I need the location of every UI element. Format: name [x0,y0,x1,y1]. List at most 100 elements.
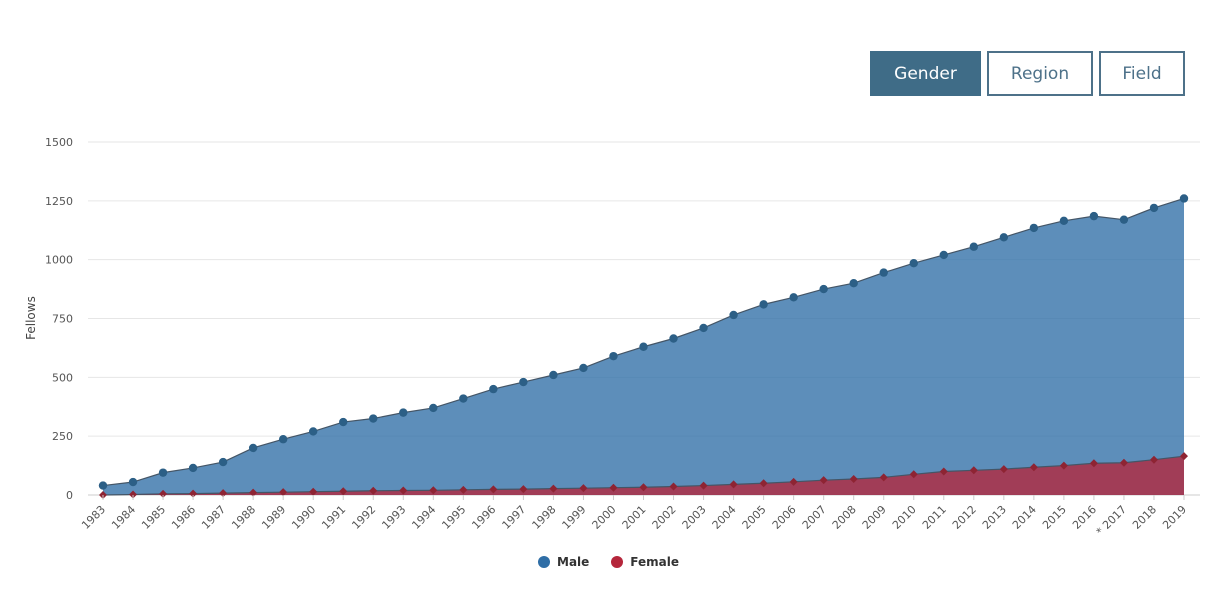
point-male[interactable] [789,293,798,302]
point-female[interactable] [939,467,948,476]
gender-button[interactable]: Gender [870,51,981,96]
point-female[interactable] [159,489,168,498]
point-female[interactable] [399,486,408,495]
point-male[interactable] [669,334,678,343]
point-male[interactable] [248,443,258,453]
point-female[interactable] [639,483,648,492]
legend-item-male[interactable]: Male [538,555,589,569]
y-tick-label: 1250 [45,195,73,208]
x-tick-label: 1989 [259,503,288,532]
point-female[interactable] [369,486,378,495]
point-female[interactable] [609,483,618,492]
point-female[interactable] [1059,461,1068,470]
point-female[interactable] [849,474,858,483]
x-tick-label: 1988 [229,503,258,532]
legend-item-female[interactable]: Female [611,555,679,569]
x-tick-label: 2000 [590,503,619,532]
point-male[interactable] [639,342,648,351]
point-female[interactable] [309,487,318,496]
point-male[interactable] [729,310,738,320]
point-male[interactable] [369,414,378,423]
point-male[interactable] [519,377,528,387]
point-female[interactable] [1029,463,1038,472]
point-male[interactable] [579,363,588,373]
point-female[interactable] [429,486,438,495]
x-tick-label: 2010 [890,503,919,532]
x-tick-label: 2018 [1130,503,1159,532]
point-male[interactable] [1179,194,1189,203]
x-tick-label: 2001 [620,503,649,532]
point-female[interactable] [1149,455,1158,464]
point-male[interactable] [459,394,468,403]
x-tick-label: 1986 [169,503,198,532]
point-female[interactable] [339,487,348,496]
point-male[interactable] [969,242,979,251]
point-female[interactable] [999,465,1008,474]
point-male[interactable] [339,417,348,427]
point-male[interactable] [699,323,708,333]
field-button[interactable]: Field [1099,51,1185,96]
point-female[interactable] [969,466,978,475]
point-female[interactable] [819,476,828,485]
point-male[interactable] [1029,223,1039,233]
point-female[interactable] [669,482,678,491]
point-female[interactable] [219,489,228,498]
point-male[interactable] [1059,216,1069,226]
point-male[interactable] [909,258,918,268]
point-male[interactable] [399,408,408,417]
point-male[interactable] [549,370,558,380]
point-male[interactable] [999,233,1009,242]
point-female[interactable] [1089,459,1098,468]
point-female[interactable] [1180,452,1188,461]
point-female[interactable] [519,485,528,494]
point-male[interactable] [849,279,858,288]
point-male[interactable] [1119,215,1129,224]
point-female[interactable] [279,488,288,497]
point-male[interactable] [128,477,138,487]
point-male[interactable] [218,457,228,467]
point-female[interactable] [1119,458,1128,467]
x-tick-label: 1990 [289,503,318,532]
point-male[interactable] [188,463,198,473]
y-tick-label: 250 [52,430,73,443]
point-female[interactable] [759,479,768,488]
point-male[interactable] [308,427,318,436]
point-female[interactable] [699,481,708,490]
point-female[interactable] [729,480,738,489]
x-tick-label: 2009 [860,503,889,532]
point-female[interactable] [249,488,258,497]
y-tick-label: 0 [66,489,73,502]
point-male[interactable] [98,481,108,490]
point-male[interactable] [278,435,288,444]
point-male[interactable] [489,384,498,394]
point-female[interactable] [909,470,918,479]
series-markers [98,194,1189,499]
y-tick-label: 1000 [45,254,73,267]
x-tick-label: 1997 [500,503,529,532]
x-tick-label: 2014 [1010,503,1039,532]
point-female[interactable] [489,485,498,494]
point-male[interactable] [759,300,768,309]
region-button[interactable]: Region [987,51,1093,96]
x-tick-label: 2013 [980,503,1009,532]
point-male[interactable] [879,268,888,277]
point-male[interactable] [1089,211,1099,221]
x-tick-label: 1991 [319,503,348,532]
point-male[interactable] [429,403,438,413]
point-male[interactable] [1149,203,1159,213]
point-female[interactable] [879,473,888,482]
point-female[interactable] [459,485,468,494]
x-tick-label: 1987 [199,503,228,532]
point-female[interactable] [189,489,198,498]
y-tick-label: 750 [52,313,73,326]
point-male[interactable] [609,351,618,361]
point-female[interactable] [129,490,138,499]
point-female[interactable] [549,484,558,493]
point-male[interactable] [939,250,948,260]
point-male[interactable] [158,468,168,477]
y-axis-ticks: 0 250 500 750 1000 1250 1500 [45,136,73,502]
point-female[interactable] [789,477,798,486]
point-female[interactable] [579,484,588,493]
point-male[interactable] [819,284,828,294]
